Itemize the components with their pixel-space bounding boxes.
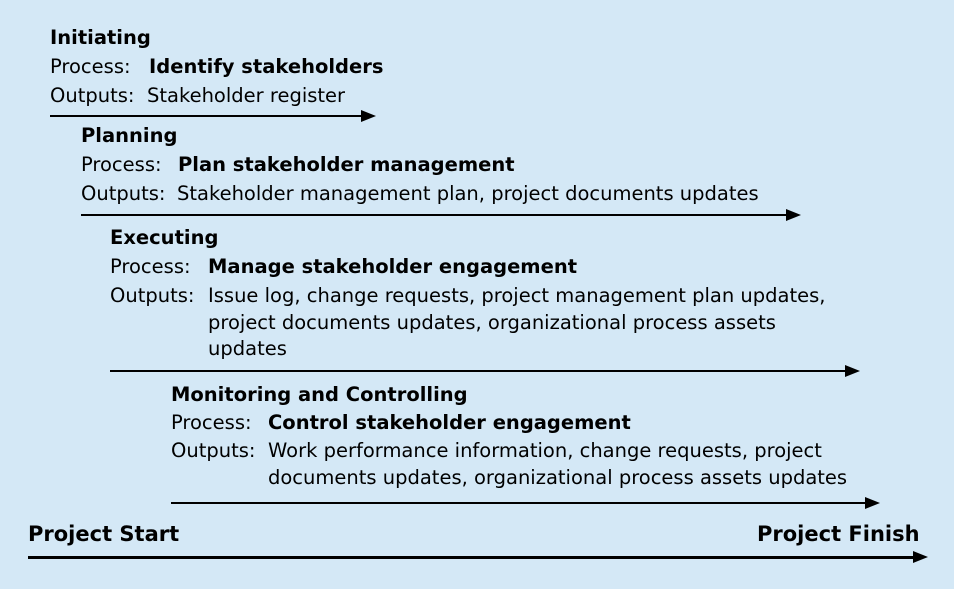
phase-initiating-title: Initiating xyxy=(50,26,151,49)
phase-planning-arrowhead xyxy=(786,209,801,221)
phase-initiating-arrow xyxy=(50,115,362,117)
project-start-label: Project Start xyxy=(28,522,180,546)
phase-planning-arrow xyxy=(81,214,787,216)
phase-executing-title: Executing xyxy=(110,226,219,249)
phase-initiating-outputs-label: Outputs: xyxy=(50,84,135,107)
phase-initiating-process: Identify stakeholders xyxy=(149,55,384,78)
phase-monitoring-arrow xyxy=(171,502,866,504)
phase-planning-title: Planning xyxy=(81,124,178,147)
phase-initiating-process-label: Process: xyxy=(50,55,131,78)
project-timeline-arrowhead xyxy=(913,551,928,563)
phase-monitoring-arrowhead xyxy=(865,497,880,509)
phase-monitoring-title: Monitoring and Controlling xyxy=(171,383,468,406)
project-finish-label: Project Finish xyxy=(757,522,920,546)
phase-executing-output-line-3: updates xyxy=(208,337,287,360)
phase-monitoring-process-label: Process: xyxy=(171,411,252,434)
phase-planning-outputs-label: Outputs: xyxy=(81,182,166,205)
phase-planning-output-line: Stakeholder management plan, project doc… xyxy=(177,182,759,205)
phase-executing-process: Manage stakeholder engagement xyxy=(208,255,578,278)
phase-executing-outputs-label: Outputs: xyxy=(110,284,195,307)
phase-executing-arrow xyxy=(110,370,846,372)
phase-planning-process-label: Process: xyxy=(81,153,162,176)
phase-monitoring-outputs-label: Outputs: xyxy=(171,439,256,462)
phase-executing-arrowhead xyxy=(845,365,860,377)
phase-planning-process: Plan stakeholder management xyxy=(178,153,515,176)
phase-executing-output-line-2: project documents updates, organizationa… xyxy=(208,311,776,334)
phase-initiating-arrowhead xyxy=(361,110,376,122)
project-timeline-arrow xyxy=(28,556,915,559)
phase-executing-output-line-1: Issue log, change requests, project mana… xyxy=(208,284,826,307)
phase-monitoring-process: Control stakeholder engagement xyxy=(268,411,631,434)
phase-initiating-output-line: Stakeholder register xyxy=(147,84,346,107)
phase-executing-process-label: Process: xyxy=(110,255,191,278)
phase-monitoring-output-line-2: documents updates, organizational proces… xyxy=(268,466,848,489)
phase-monitoring-output-line-1: Work performance information, change req… xyxy=(268,439,822,462)
